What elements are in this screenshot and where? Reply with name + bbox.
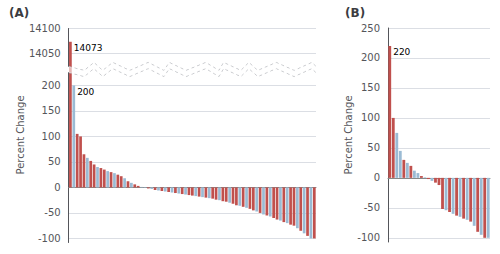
- svg-text:150: 150: [42, 105, 61, 116]
- svg-text:(B): (B): [345, 6, 365, 20]
- svg-text:14073: 14073: [74, 43, 103, 53]
- svg-text:200: 200: [361, 52, 380, 63]
- svg-text:50: 50: [48, 156, 61, 167]
- svg-text:-100: -100: [357, 232, 380, 243]
- svg-text:100: 100: [361, 112, 380, 123]
- svg-text:Percent Change: Percent Change: [15, 95, 26, 174]
- svg-text:-50: -50: [44, 207, 60, 218]
- svg-text:200: 200: [77, 87, 94, 97]
- svg-text:14050: 14050: [29, 48, 61, 59]
- svg-text:0: 0: [374, 172, 380, 183]
- svg-text:50: 50: [367, 142, 380, 153]
- svg-text:220: 220: [393, 47, 410, 57]
- svg-text:14100: 14100: [29, 23, 61, 34]
- svg-text:0: 0: [54, 182, 60, 193]
- svg-text:200: 200: [42, 80, 61, 91]
- svg-text:(A): (A): [9, 6, 29, 20]
- svg-text:250: 250: [361, 23, 380, 34]
- svg-text:100: 100: [42, 131, 61, 142]
- svg-text:-50: -50: [364, 202, 380, 213]
- svg-text:150: 150: [361, 82, 380, 93]
- svg-text:-100: -100: [38, 233, 61, 244]
- svg-text:Percent Change: Percent Change: [343, 95, 354, 174]
